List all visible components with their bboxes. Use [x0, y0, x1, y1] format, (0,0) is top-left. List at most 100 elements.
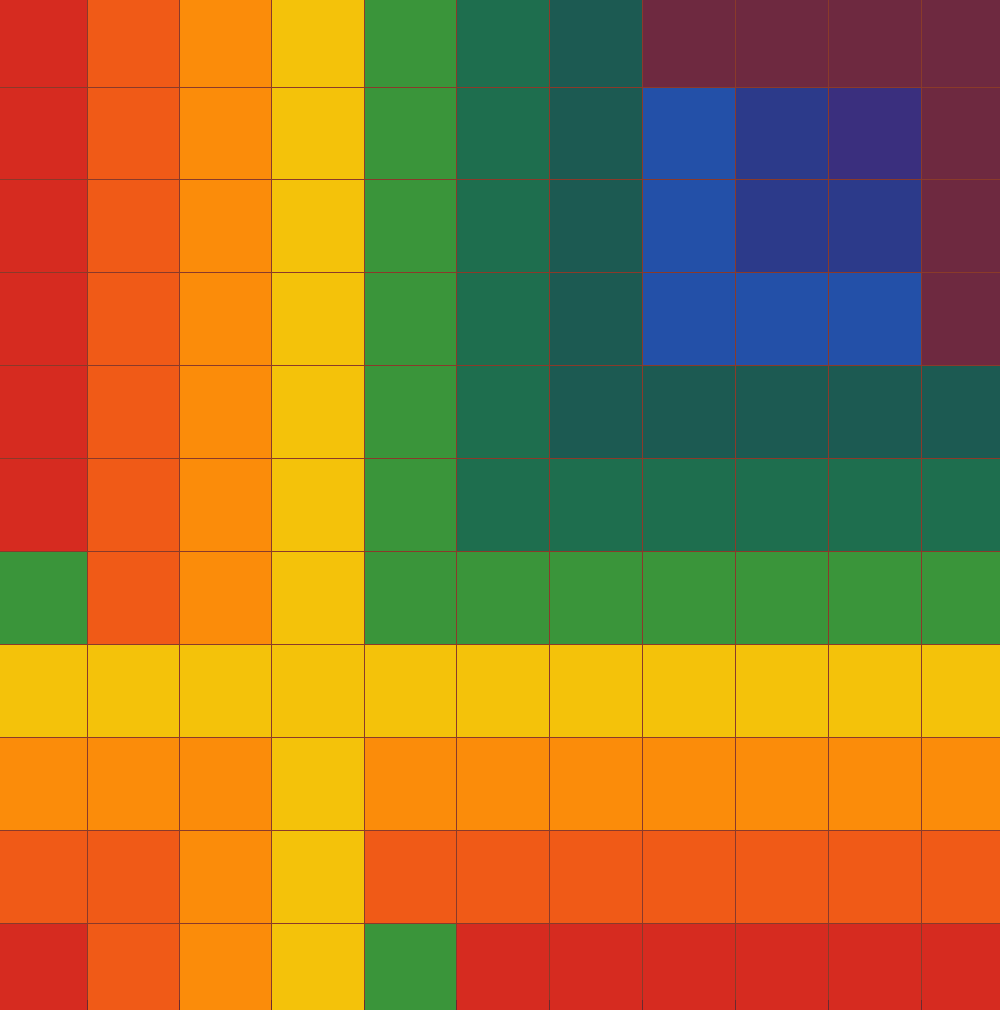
grid-cell-dark-teal	[736, 366, 828, 458]
grid-cell-yellow	[272, 552, 364, 644]
grid-cell-dark-teal	[643, 366, 735, 458]
grid-cell-red	[0, 273, 87, 365]
grid-cell-red-orange	[922, 831, 1000, 923]
grid-cell-dark-green	[643, 459, 735, 551]
grid-cell-dark-green	[457, 459, 549, 551]
grid-cell-orange	[457, 738, 549, 830]
grid-cell-indigo	[736, 180, 828, 272]
grid-cell-yellow	[643, 645, 735, 737]
grid-cell-red	[736, 924, 828, 1010]
grid-cell-yellow	[365, 645, 456, 737]
grid-cell-red	[829, 924, 921, 1010]
grid-cell-yellow	[272, 459, 364, 551]
grid-cell-orange	[180, 273, 271, 365]
grid-cell-yellow	[829, 645, 921, 737]
grid-cell-green	[365, 180, 456, 272]
grid-cell-indigo	[829, 180, 921, 272]
grid-cell-red-orange	[550, 831, 642, 923]
grid-cell-yellow	[180, 645, 271, 737]
grid-cell-green	[365, 366, 456, 458]
grid-cell-dark-teal	[550, 366, 642, 458]
grid-cell-dark-green	[457, 366, 549, 458]
grid-cell-yellow	[550, 645, 642, 737]
grid-cell-blue	[829, 273, 921, 365]
grid-cell-red-orange	[88, 924, 179, 1010]
grid-cell-yellow	[272, 924, 364, 1010]
grid-cell-yellow	[272, 0, 364, 87]
grid-cell-yellow	[272, 273, 364, 365]
grid-cell-orange	[180, 924, 271, 1010]
grid-cell-dark-green	[457, 273, 549, 365]
grid-cell-red	[0, 0, 87, 87]
grid-cell-green	[643, 552, 735, 644]
grid-cell-maroon	[922, 88, 1000, 179]
grid-cell-green	[365, 0, 456, 87]
grid-cell-red	[0, 924, 87, 1010]
grid-cell-green	[0, 552, 87, 644]
grid-cell-dark-teal	[550, 88, 642, 179]
grid-cell-orange	[643, 738, 735, 830]
grid-cell-yellow	[736, 645, 828, 737]
grid-cell-maroon	[643, 0, 735, 87]
grid-cell-red-orange	[88, 0, 179, 87]
grid-cell-green	[365, 924, 456, 1010]
grid-cell-orange	[829, 738, 921, 830]
grid-cell-green	[736, 552, 828, 644]
grid-cell-red-orange	[457, 831, 549, 923]
grid-cell-violet	[829, 88, 921, 179]
grid-cell-yellow	[88, 645, 179, 737]
grid-cell-blue	[643, 180, 735, 272]
grid-cell-green	[365, 552, 456, 644]
grid-cell-orange	[180, 180, 271, 272]
grid-cell-orange	[736, 738, 828, 830]
grid-cell-green	[365, 88, 456, 179]
grid-cell-red	[457, 924, 549, 1010]
grid-cell-yellow	[457, 645, 549, 737]
grid-cell-dark-teal	[922, 366, 1000, 458]
grid-cell-yellow	[272, 645, 364, 737]
grid-cell-red-orange	[88, 180, 179, 272]
grid-cell-orange	[550, 738, 642, 830]
grid-cell-yellow	[272, 88, 364, 179]
grid-cell-dark-green	[550, 459, 642, 551]
grid-cell-green	[365, 273, 456, 365]
grid-cell-red-orange	[88, 366, 179, 458]
grid-cell-orange	[180, 366, 271, 458]
grid-cell-dark-teal	[829, 366, 921, 458]
grid-cell-orange	[180, 459, 271, 551]
grid-cell-blue	[736, 273, 828, 365]
grid-cell-dark-green	[829, 459, 921, 551]
grid-cell-red-orange	[0, 831, 87, 923]
grid-cell-dark-green	[457, 180, 549, 272]
grid-cell-red-orange	[88, 552, 179, 644]
grid-cell-maroon	[922, 273, 1000, 365]
grid-cell-dark-teal	[550, 0, 642, 87]
grid-cell-green	[365, 459, 456, 551]
grid-cell-red-orange	[643, 831, 735, 923]
grid-cell-orange	[180, 552, 271, 644]
grid-cell-maroon	[922, 180, 1000, 272]
grid-cell-indigo	[736, 88, 828, 179]
grid-cell-dark-green	[457, 88, 549, 179]
grid-cell-orange	[180, 738, 271, 830]
grid-cell-dark-green	[922, 459, 1000, 551]
grid-cell-red	[643, 924, 735, 1010]
grid-cell-yellow	[272, 831, 364, 923]
grid-cell-maroon	[736, 0, 828, 87]
grid-cell-orange	[0, 738, 87, 830]
grid-cell-yellow	[272, 738, 364, 830]
grid-cell-yellow	[0, 645, 87, 737]
grid-cell-orange	[180, 831, 271, 923]
grid-cell-red	[0, 366, 87, 458]
grid-cell-red-orange	[88, 831, 179, 923]
grid-cell-red	[0, 88, 87, 179]
grid-cell-dark-green	[457, 0, 549, 87]
grid-cell-red	[550, 924, 642, 1010]
grid-cell-red-orange	[736, 831, 828, 923]
grid-cell-yellow	[272, 180, 364, 272]
grid-cell-orange	[922, 738, 1000, 830]
grid-cell-red	[0, 180, 87, 272]
grid-cell-red-orange	[88, 459, 179, 551]
grid-cell-orange	[180, 0, 271, 87]
